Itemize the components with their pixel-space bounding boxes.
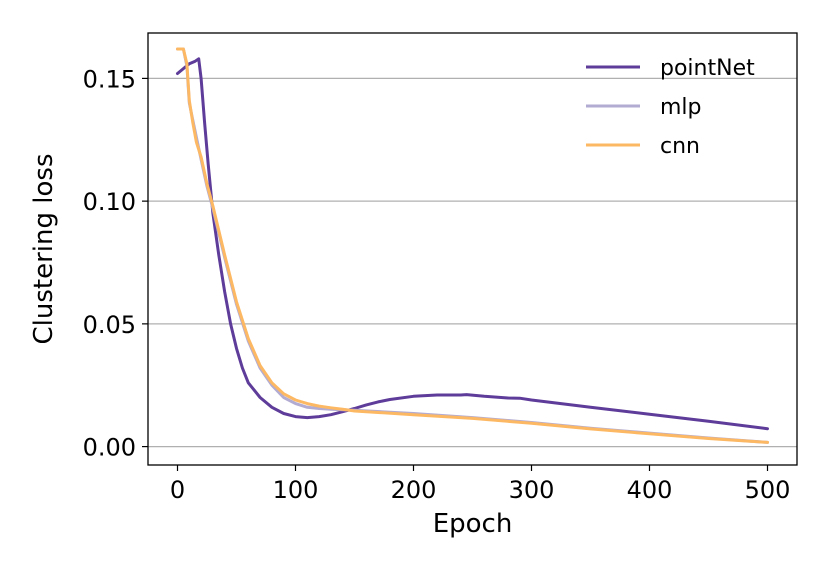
y-axis-ticks: 0.00 0.05 0.10 0.15 — [83, 65, 148, 462]
series-line-cnn — [176, 47, 769, 444]
series-layer — [176, 47, 769, 444]
gridlines — [148, 77, 797, 448]
y-axis-label: Clustering loss — [29, 154, 59, 345]
x-tick-label: 100 — [273, 476, 319, 504]
x-tick-label: 400 — [627, 476, 673, 504]
legend-label-mlp: mlp — [660, 95, 702, 120]
x-axis-label: Epoch — [433, 509, 513, 539]
x-axis-ticks: 0 100 200 300 400 500 — [170, 465, 791, 504]
series-line-pointNet — [176, 57, 769, 431]
legend-label-pointNet: pointNet — [660, 56, 755, 81]
plot-frame — [147, 32, 798, 466]
x-tick-label: 0 — [170, 476, 185, 504]
y-tick-label: 0.15 — [83, 65, 136, 93]
x-tick-label: 300 — [509, 476, 555, 504]
y-tick-label: 0.05 — [83, 311, 136, 339]
legend-label-cnn: cnn — [660, 134, 700, 159]
legend: pointNet mlp cnn — [586, 56, 755, 159]
x-tick-label: 500 — [745, 476, 791, 504]
x-tick-label: 200 — [391, 476, 437, 504]
y-tick-label: 0.10 — [83, 188, 136, 216]
y-tick-label: 0.00 — [83, 434, 136, 462]
